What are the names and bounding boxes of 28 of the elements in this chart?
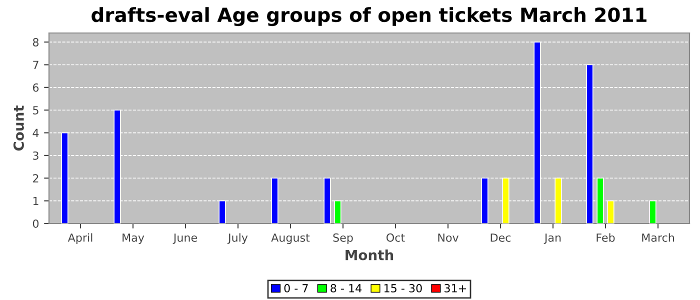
- y-tick-label: 5: [33, 106, 38, 114]
- y-tick-label: 1: [33, 196, 38, 206]
- x-tick-label: March: [642, 233, 674, 242]
- y-tick-label: 8: [32, 38, 39, 46]
- y-tick-label: 3: [33, 151, 38, 160]
- y-tick-label: 4: [32, 128, 39, 138]
- x-tick-label: Sep: [333, 233, 353, 244]
- y-tick-label: 2: [33, 174, 38, 182]
- legend-label: 0 - 7: [284, 284, 308, 292]
- legend-label: 15 - 30: [384, 284, 422, 292]
- chart-title: drafts-eval Age groups of open tickets March 2011: [92, 7, 646, 26]
- y-tick-label: 7: [33, 60, 38, 69]
- x-tick-label: June: [172, 234, 198, 244]
- x-tick-label: Nov: [438, 234, 459, 242]
- legend-label: 8 - 14: [330, 284, 362, 292]
- legend-label: 31+: [444, 284, 466, 292]
- x-tick-label: August: [271, 234, 310, 244]
- x-tick-label: Feb: [596, 233, 615, 242]
- x-tick-label: July: [227, 233, 248, 244]
- x-tick-label: May: [122, 234, 144, 244]
- x-tick-label: Oct: [386, 233, 405, 242]
- y-axis-title: Count: [13, 105, 24, 151]
- x-tick-label: Jan: [544, 234, 561, 244]
- y-tick-label: 6: [32, 83, 39, 92]
- x-axis-title: Month: [346, 250, 394, 260]
- y-tick-label: 0: [32, 219, 39, 228]
- x-tick-label: April: [68, 233, 92, 244]
- x-tick-label: Dec: [490, 234, 511, 242]
